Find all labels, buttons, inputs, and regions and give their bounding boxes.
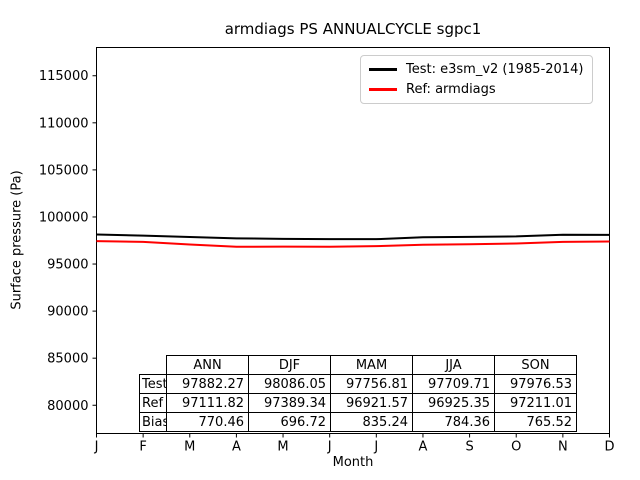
table-header-cell: MAM: [330, 355, 413, 375]
x-tick-label: J: [327, 440, 332, 455]
table-row-label: Bias: [139, 412, 167, 432]
x-tick-label: D: [604, 440, 614, 455]
x-tick-label: A: [232, 440, 241, 455]
series-line-ref: [96, 240, 610, 248]
y-tick-label: 85000: [47, 352, 88, 367]
table-header-cell: SON: [494, 355, 577, 375]
seasonal-stats-table: ANN DJF MAM JJA SON Test 97882.27 98086.05 97756…: [139, 355, 577, 432]
x-tick-label: O: [511, 440, 521, 455]
x-tick-label: N: [558, 440, 568, 455]
x-tick-label: J: [373, 440, 378, 455]
table-cell: 97389.34: [248, 393, 331, 413]
chart-title: armdiags PS ANNUALCYCLE sgpc1: [224, 20, 482, 38]
table-cell: 835.24: [330, 412, 413, 432]
legend-label-test: Test: e3sm_v2 (1985-2014): [406, 62, 584, 77]
y-tick-label: 90000: [47, 305, 88, 320]
table-cell: 784.36: [412, 412, 495, 432]
x-tick-label: A: [419, 440, 428, 455]
table-cell: 97211.01: [494, 393, 577, 413]
table-cell: 770.46: [166, 412, 249, 432]
y-tick-label: 105000: [39, 163, 89, 178]
table-row-label: Ref: [139, 393, 167, 413]
test-line-sample: [369, 68, 397, 71]
table-row: Ref 97111.82 97389.34 96921.57 96925.35 97211…: [139, 393, 577, 413]
table-cell: 696.72: [248, 412, 331, 432]
table-header-cell: ANN: [166, 355, 249, 375]
table-row: Test 97882.27 98086.05 97756.81 97709.71 9797…: [139, 374, 577, 394]
table-row: Bias 770.46 696.72 835.24 784.36 765.52: [139, 412, 577, 432]
x-tick-label: F: [139, 440, 146, 455]
legend-label-ref: Ref: armdiags: [406, 82, 496, 97]
table-cell: 96921.57: [330, 393, 413, 413]
y-tick-label: 95000: [47, 258, 88, 273]
table-cell: 765.52: [494, 412, 577, 432]
x-tick-label: M: [184, 440, 195, 455]
table-corner-spacer: [139, 355, 167, 375]
x-axis-label: Month: [332, 455, 374, 470]
x-tick-label: J: [94, 440, 99, 455]
y-axis-label: Surface pressure (Pa): [9, 170, 25, 310]
table-header-cell: DJF: [248, 355, 331, 375]
table-header-cell: JJA: [412, 355, 495, 375]
table-row-label: Test: [139, 374, 167, 394]
table-cell: 97111.82: [166, 393, 249, 413]
y-tick-label: 80000: [47, 399, 88, 414]
table-cell: 97976.53: [494, 374, 577, 394]
table-cell: 98086.05: [248, 374, 331, 394]
legend-entry-test: Test: e3sm_v2 (1985-2014): [369, 62, 583, 77]
legend-entry-ref: Ref: armdiags: [369, 82, 583, 97]
table-cell: 97882.27: [166, 374, 249, 394]
legend: Test: e3sm_v2 (1985-2014) Ref: armdiags: [360, 55, 594, 104]
table-cell: 97709.71: [412, 374, 495, 394]
series-line-test: [96, 233, 610, 241]
y-axis-ticks: 80000 85000 90000 95000 100000 105000 110000 11…: [39, 69, 97, 414]
y-tick-label: 110000: [39, 116, 89, 131]
x-tick-label: S: [465, 440, 473, 455]
table-header-row: ANN DJF MAM JJA SON: [139, 355, 577, 375]
table-cell: 97756.81: [330, 374, 413, 394]
y-tick-label: 115000: [39, 69, 89, 84]
y-tick-label: 100000: [39, 210, 89, 225]
table-cell: 96925.35: [412, 393, 495, 413]
x-tick-label: M: [277, 440, 288, 455]
ref-line-sample: [369, 88, 397, 91]
